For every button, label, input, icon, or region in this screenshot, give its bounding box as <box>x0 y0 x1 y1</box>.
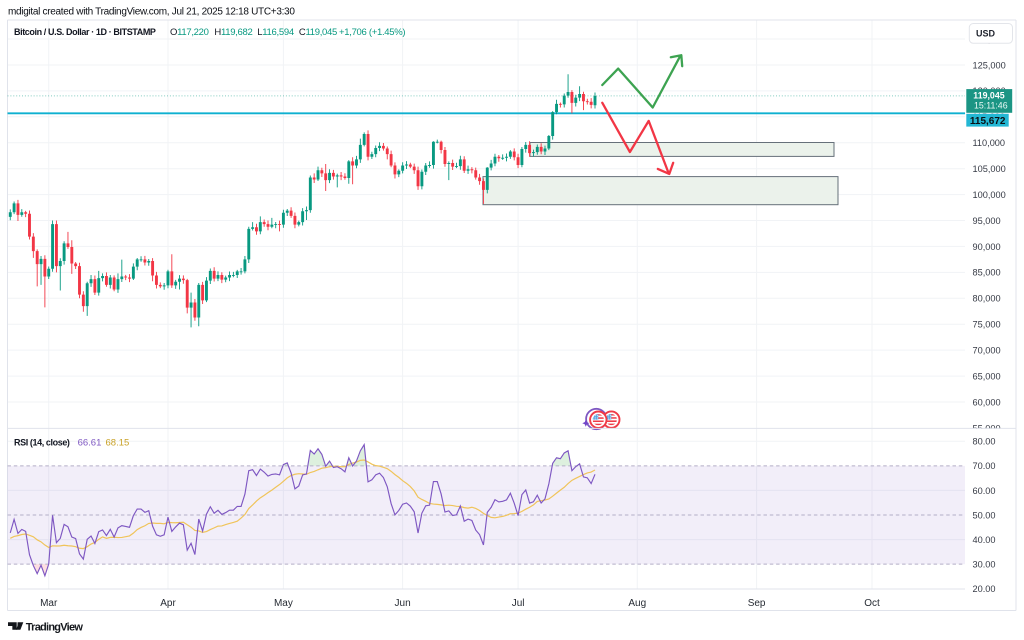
svg-text:+1,706 (+1.45%): +1,706 (+1.45%) <box>339 27 405 38</box>
svg-text:20.00: 20.00 <box>973 584 996 594</box>
svg-text:Aug: Aug <box>628 598 646 609</box>
svg-text:70,000: 70,000 <box>973 346 1001 356</box>
svg-text:RSI (14, close): RSI (14, close) <box>14 438 70 448</box>
svg-text:40.00: 40.00 <box>973 535 996 545</box>
svg-text:L116,594: L116,594 <box>257 27 294 38</box>
svg-text:Bitcoin / U.S. Dollar · 1D · B: Bitcoin / U.S. Dollar · 1D · BITSTAMP <box>14 27 156 37</box>
svg-text:119,045: 119,045 <box>973 91 1004 101</box>
svg-text:Jul: Jul <box>512 598 525 609</box>
svg-text:115,672: 115,672 <box>970 116 1006 127</box>
svg-text:H119,682: H119,682 <box>214 27 252 38</box>
svg-text:85,000: 85,000 <box>973 268 1001 278</box>
svg-text:mdigital created with TradingV: mdigital created with TradingView.com, J… <box>8 7 295 18</box>
svg-text:105,000: 105,000 <box>973 164 1006 174</box>
svg-text:60.00: 60.00 <box>973 486 996 496</box>
svg-text:Oct: Oct <box>864 598 880 609</box>
svg-text:95,000: 95,000 <box>973 216 1001 226</box>
svg-text:May: May <box>274 598 293 609</box>
svg-text:68.15: 68.15 <box>106 438 130 449</box>
svg-text:100,000: 100,000 <box>973 190 1006 200</box>
svg-text:Mar: Mar <box>40 598 58 609</box>
svg-text:30.00: 30.00 <box>973 560 996 570</box>
svg-text:Jun: Jun <box>395 598 411 609</box>
svg-text:80,000: 80,000 <box>973 294 1001 304</box>
svg-text:110,000: 110,000 <box>973 138 1006 148</box>
svg-text:70.00: 70.00 <box>973 461 996 471</box>
svg-text:Apr: Apr <box>160 598 176 609</box>
svg-text:Sep: Sep <box>748 598 766 609</box>
svg-text:50.00: 50.00 <box>973 510 996 520</box>
svg-text:USD: USD <box>976 29 996 39</box>
svg-text:66.61: 66.61 <box>78 438 102 449</box>
svg-text:90,000: 90,000 <box>973 242 1001 252</box>
svg-text:65,000: 65,000 <box>973 371 1001 381</box>
svg-text:15:11:46: 15:11:46 <box>974 101 1008 111</box>
svg-text:O117,220: O117,220 <box>170 27 209 38</box>
svg-text:125,000: 125,000 <box>973 60 1006 70</box>
svg-text:C119,045: C119,045 <box>299 27 337 38</box>
svg-text:TradingView: TradingView <box>26 621 84 633</box>
svg-text:60,000: 60,000 <box>973 397 1001 407</box>
svg-text:75,000: 75,000 <box>973 320 1001 330</box>
svg-text:80.00: 80.00 <box>973 437 996 447</box>
